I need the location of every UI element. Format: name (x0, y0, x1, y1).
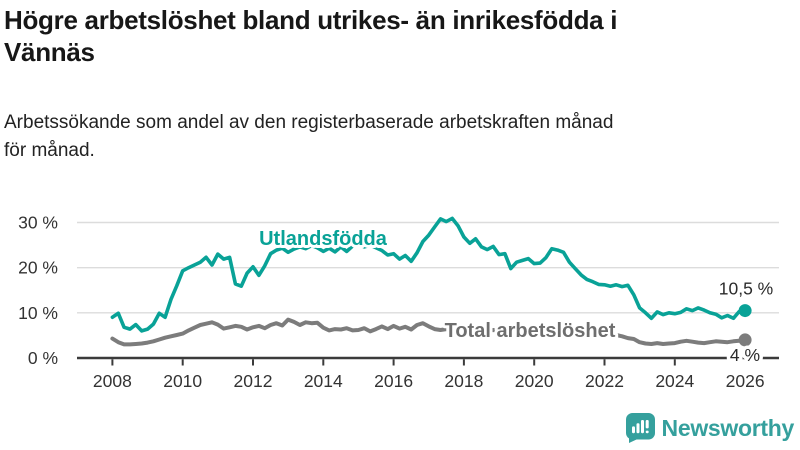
svg-text:2012: 2012 (234, 371, 273, 391)
svg-text:2008: 2008 (93, 371, 132, 391)
svg-text:2016: 2016 (374, 371, 413, 391)
svg-text:2014: 2014 (304, 371, 343, 391)
series-label-1: Total arbetslöshet (445, 320, 616, 342)
chart-title-line2: Vännäs (4, 36, 95, 67)
svg-text:2022: 2022 (585, 371, 624, 391)
svg-text:2020: 2020 (515, 371, 554, 391)
svg-text:20 %: 20 % (18, 258, 58, 278)
svg-text:2018: 2018 (444, 371, 483, 391)
chart-title-line1: Högre arbetslöshet bland utrikes- än inr… (4, 5, 618, 35)
svg-text:0 %: 0 % (28, 348, 58, 368)
chart-subtitle-line1: Arbetssökande som andel av den registerb… (4, 112, 614, 133)
series-label-0: Utlandsfödda (259, 228, 388, 250)
svg-text:2010: 2010 (163, 371, 202, 391)
chart-title: Högre arbetslöshet bland utrikes- än inr… (4, 5, 617, 68)
series-line-0 (110, 216, 747, 333)
svg-text:2026: 2026 (726, 371, 765, 391)
bar-chart-glyph (631, 420, 649, 434)
end-value-utlandsfodda: 10,5 % (719, 279, 773, 299)
svg-text:30 %: 30 % (18, 212, 58, 232)
newsworthy-wordmark: Newsworthy (661, 414, 795, 441)
newsworthy-icon (625, 413, 655, 443)
line-chart: 2008 2010 2012 2014 2016 2018 2020 2022 2024 2026… (18, 212, 779, 391)
svg-text:10 %: 10 % (18, 303, 58, 323)
chart-subtitle: Arbetssökande som andel av den registerb… (4, 109, 613, 164)
end-value-total: 4 % (730, 345, 760, 365)
newsworthy-logo: Newsworthy (625, 413, 795, 443)
chart-subtitle-line2: för månad. (4, 139, 95, 161)
series-line-1 (110, 317, 748, 347)
svg-text:2024: 2024 (655, 371, 694, 391)
